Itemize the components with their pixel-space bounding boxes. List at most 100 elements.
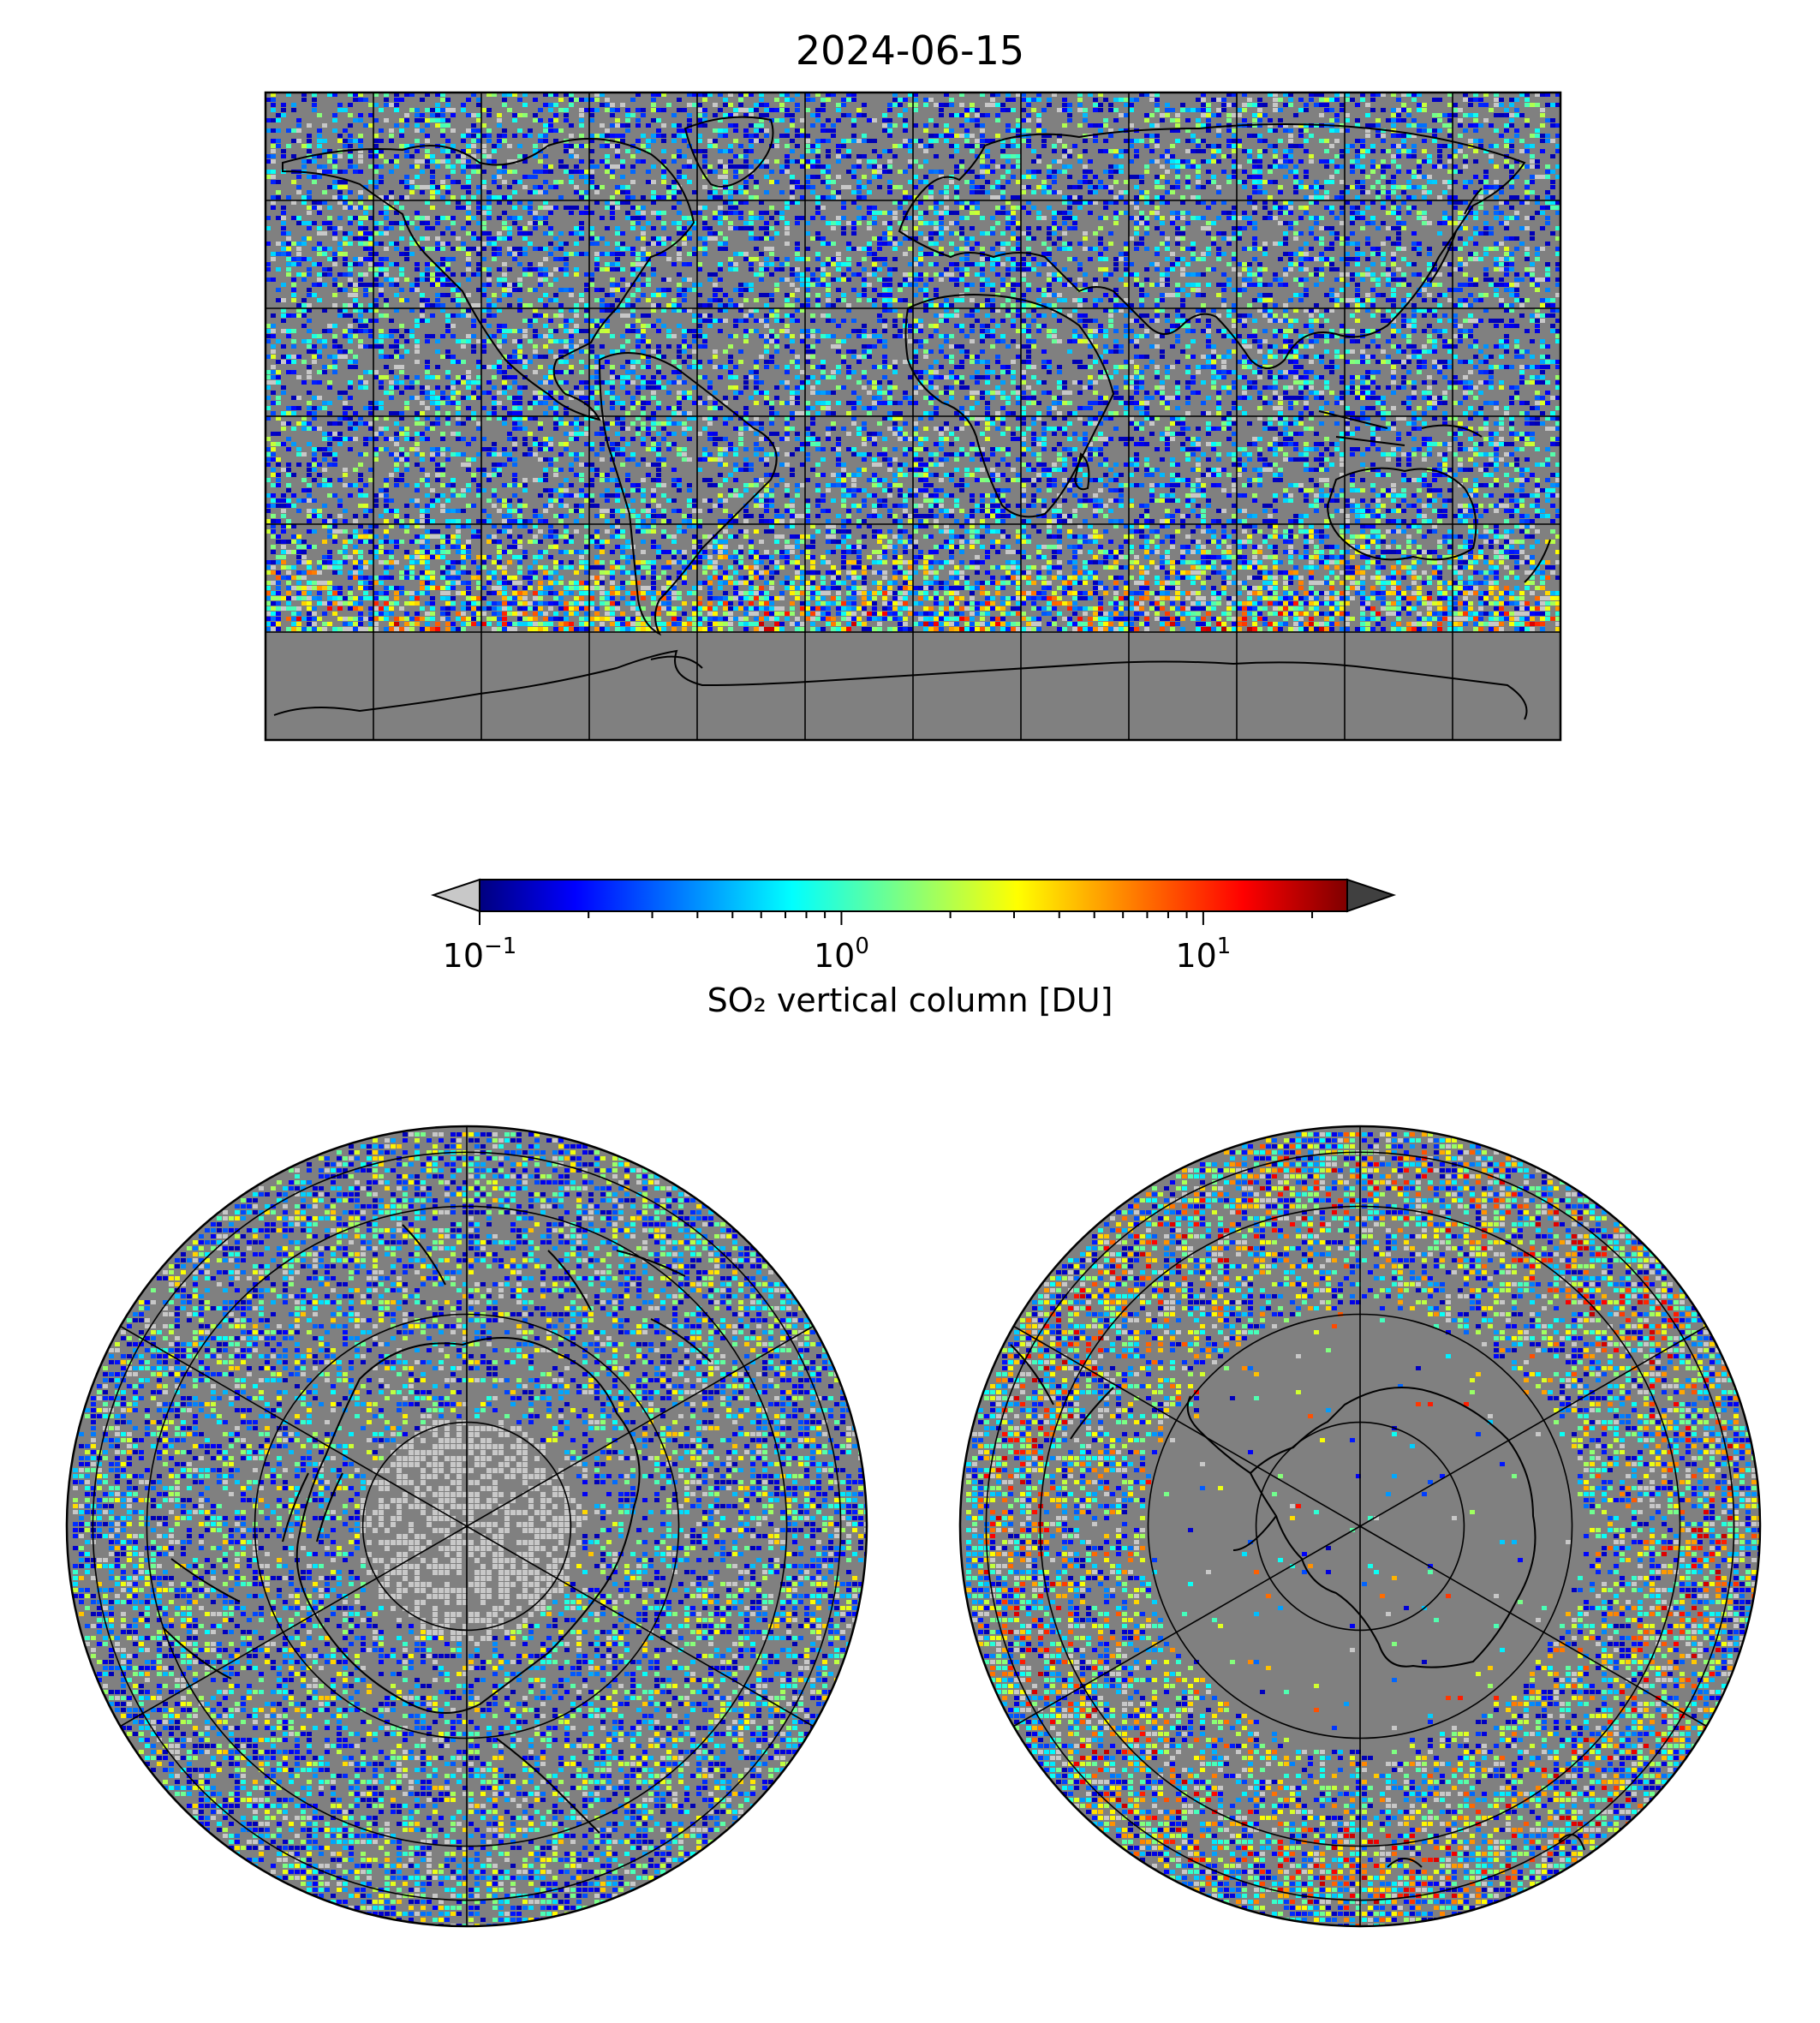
so2-pixel [1355, 303, 1360, 307]
so2-pixel [1355, 283, 1360, 287]
so2-pixel [363, 236, 368, 241]
so2-pixel [892, 185, 898, 189]
so2-pixel [1432, 283, 1437, 287]
so2-pixel [1304, 123, 1309, 128]
so2-pixel [1134, 98, 1139, 102]
so2-pixel [625, 298, 630, 302]
so2-pixel [517, 283, 522, 287]
so2-pixel [1201, 216, 1206, 220]
so2-pixel [1391, 298, 1396, 302]
so2-pixel [564, 149, 569, 153]
so2-pixel [1293, 221, 1298, 225]
so2-pixel [404, 185, 409, 189]
so2-pixel [307, 190, 312, 194]
so2-pixel [964, 247, 970, 251]
so2-pixel [1021, 128, 1026, 133]
so2-pixel [1273, 277, 1278, 282]
so2-pixel [481, 154, 486, 158]
so2-pixel [1257, 298, 1262, 302]
so2-pixel [887, 242, 892, 246]
so2-pixel [1447, 113, 1453, 117]
so2-pixel [312, 262, 317, 266]
so2-pixel [630, 164, 636, 169]
so2-pixel [1093, 247, 1098, 251]
so2-pixel [1365, 190, 1370, 194]
so2-pixel [625, 200, 630, 205]
so2-pixel [636, 298, 641, 302]
so2-pixel [522, 175, 528, 179]
so2-pixel [332, 303, 337, 307]
so2-pixel [800, 272, 805, 277]
so2-pixel [1329, 231, 1334, 236]
so2-pixel [749, 108, 754, 112]
so2-pixel [296, 308, 301, 313]
so2-pixel [846, 242, 851, 246]
so2-pixel [1540, 303, 1545, 307]
so2-pixel [368, 149, 373, 153]
so2-pixel [589, 108, 594, 112]
so2-pixel [1442, 144, 1447, 148]
so2-pixel [348, 154, 353, 158]
so2-pixel [1155, 134, 1160, 138]
so2-pixel [348, 206, 353, 210]
so2-pixel [1000, 195, 1005, 200]
so2-pixel [1391, 272, 1396, 277]
so2-pixel [913, 283, 918, 287]
so2-pixel [1216, 149, 1221, 153]
so2-pixel [815, 159, 820, 164]
so2-pixel [1324, 257, 1329, 261]
so2-pixel [1375, 134, 1381, 138]
so2-pixel [815, 144, 820, 148]
so2-pixel [1113, 200, 1119, 205]
so2-pixel [1180, 164, 1185, 169]
so2-pixel [764, 319, 769, 323]
so2-pixel [461, 164, 466, 169]
so2-pixel [1124, 272, 1129, 277]
so2-pixel [867, 221, 872, 225]
so2-pixel [1406, 134, 1411, 138]
so2-pixel [435, 267, 440, 272]
so2-pixel [836, 221, 841, 225]
so2-pixel [461, 139, 466, 143]
so2-pixel [610, 144, 615, 148]
so2-pixel [1370, 200, 1375, 205]
so2-pixel [538, 185, 543, 189]
so2-pixel [1293, 236, 1298, 241]
so2-pixel [928, 324, 934, 328]
so2-pixel [1530, 154, 1535, 158]
so2-pixel [1504, 216, 1509, 220]
so2-pixel [1175, 123, 1180, 128]
so2-pixel [440, 180, 445, 184]
so2-pixel [368, 206, 373, 210]
so2-pixel [964, 288, 970, 292]
so2-pixel [358, 221, 363, 225]
so2-pixel [856, 298, 862, 302]
so2-pixel [1252, 283, 1257, 287]
so2-pixel [1391, 262, 1396, 266]
so2-pixel [646, 170, 651, 174]
so2-pixel [636, 216, 641, 220]
so2-pixel [1370, 216, 1375, 220]
so2-pixel [1093, 134, 1098, 138]
so2-pixel [1124, 262, 1129, 266]
so2-pixel [425, 303, 430, 307]
so2-pixel [1494, 211, 1499, 215]
so2-pixel [964, 144, 970, 148]
so2-pixel [1232, 257, 1237, 261]
so2-pixel [1360, 164, 1365, 169]
so2-pixel [877, 185, 882, 189]
so2-pixel [759, 118, 764, 122]
so2-pixel [1093, 123, 1098, 128]
so2-pixel [1242, 313, 1247, 318]
so2-pixel [276, 267, 281, 272]
so2-pixel [404, 154, 409, 158]
so2-pixel [1329, 159, 1334, 164]
so2-pixel [625, 283, 630, 287]
so2-pixel [1468, 303, 1473, 307]
so2-pixel [805, 185, 810, 189]
so2-pixel [425, 149, 430, 153]
so2-pixel [589, 283, 594, 287]
so2-pixel [908, 195, 913, 200]
so2-pixel [713, 231, 718, 236]
so2-pixel [399, 298, 404, 302]
